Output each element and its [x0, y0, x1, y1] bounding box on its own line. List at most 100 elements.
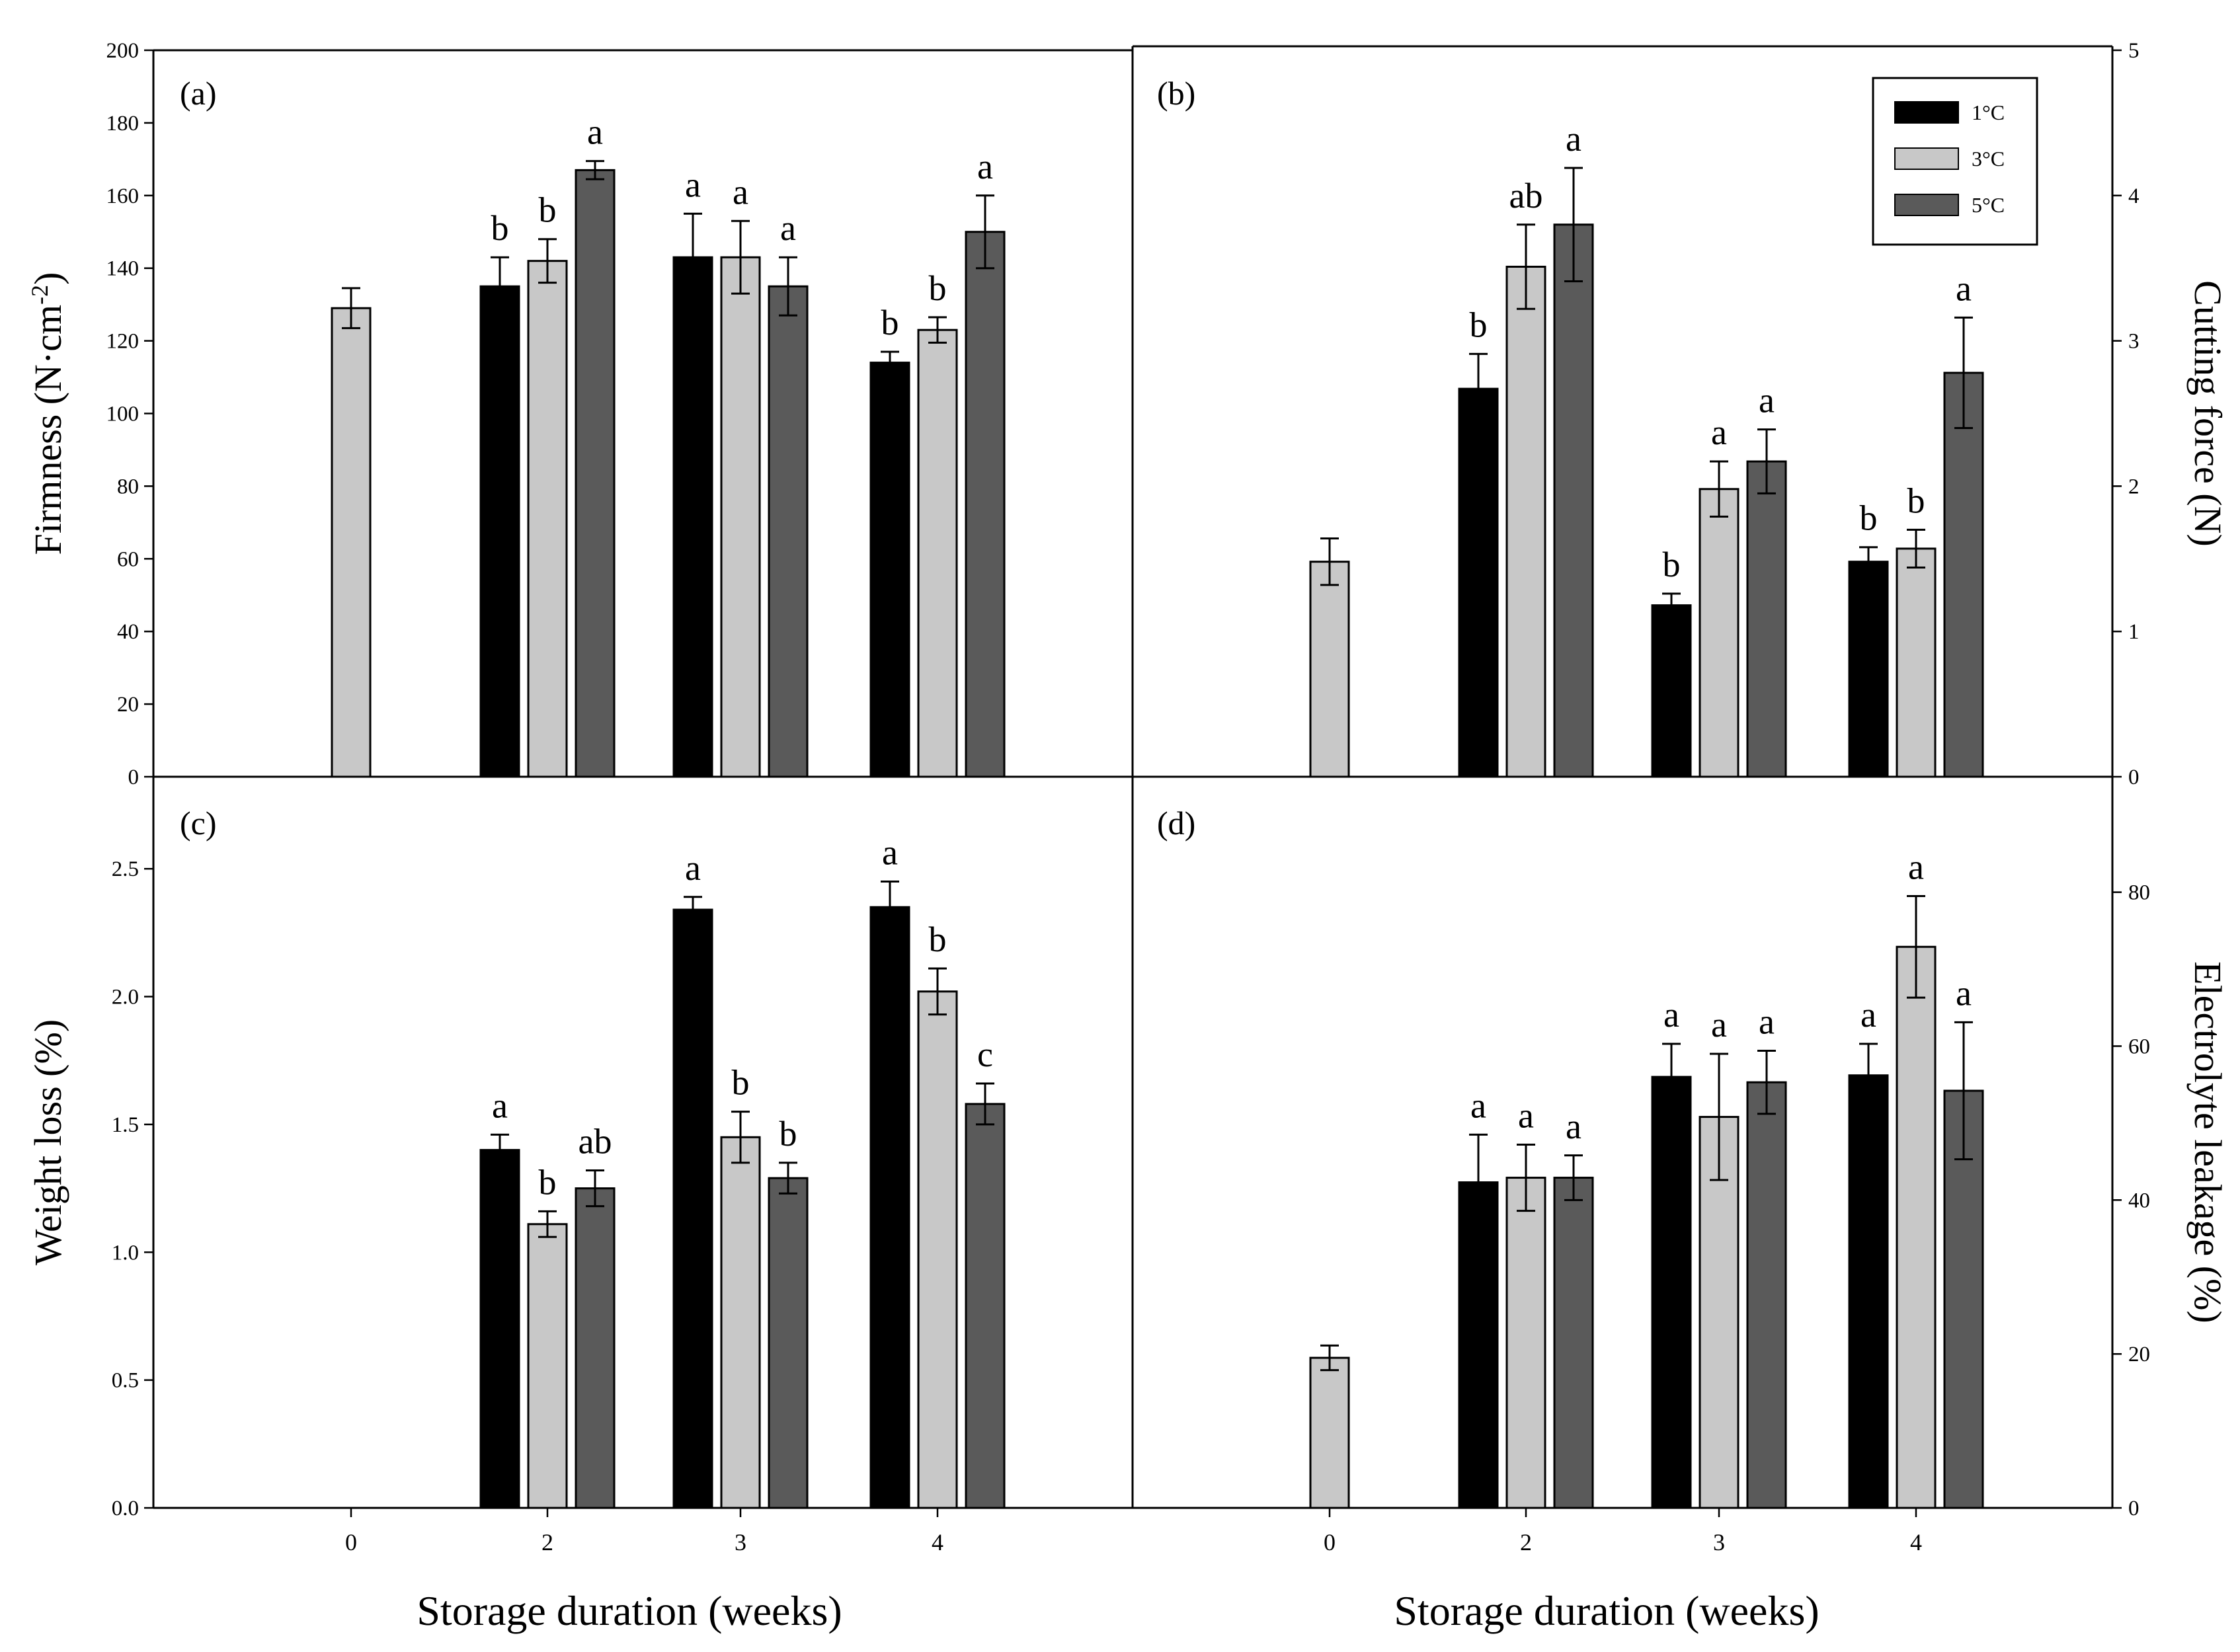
bar-b-week0-3c	[1309, 561, 1350, 778]
bar-a-week0-3c	[331, 307, 372, 778]
y-axis-title-b: Cutting force (N)	[2186, 280, 2229, 547]
y-tick-label: 0	[2128, 1497, 2140, 1520]
bar-a-week4-5c	[965, 231, 1006, 778]
error-bar	[1662, 592, 1681, 618]
significance-letter: b	[1907, 481, 1925, 520]
bar-b-week4-1c	[1848, 561, 1889, 778]
error-bar	[586, 1169, 604, 1208]
bar-c-week3-5c	[768, 1177, 809, 1509]
y-axis-title-a: Firmness (N·cm-2)	[26, 272, 69, 555]
error-bar	[1517, 223, 1535, 310]
bar-b-week3-1c	[1651, 604, 1692, 778]
error-bar	[881, 350, 899, 375]
significance-letter: a	[587, 112, 603, 152]
panel-label-a: (a)	[180, 75, 217, 112]
y-tick-label: 20	[2128, 1343, 2150, 1366]
significance-letter: b	[929, 268, 947, 308]
significance-letter: a	[1518, 1095, 1534, 1135]
significance-letter: a	[1759, 381, 1775, 420]
x-axis-ticks: 0 2 3 4 0 2 3 4	[345, 1508, 1922, 1555]
x-axis-title-right: Storage duration (weeks)	[1394, 1587, 1819, 1634]
bar-c-week4-1c	[869, 906, 910, 1509]
bar-a-week3-3c	[720, 256, 761, 778]
x-tick-label: 3	[1713, 1529, 1725, 1555]
bar-b-week3-5c	[1746, 460, 1787, 778]
error-bar	[976, 1082, 994, 1126]
y-tick-label: 140	[106, 257, 140, 281]
significance-letter: ab	[1509, 176, 1543, 216]
bar-b-week4-5c	[1943, 372, 1984, 778]
y-axis-title-close: )	[26, 272, 69, 285]
y-tick-label: 80	[2128, 881, 2150, 905]
significance-letter: b	[929, 920, 947, 959]
significance-letter: a	[733, 172, 748, 212]
legend-swatch-3c	[1894, 147, 1959, 170]
error-bar	[731, 219, 750, 295]
error-bar	[1710, 460, 1728, 518]
error-bar	[1564, 1154, 1583, 1201]
bar-d-week4-3c	[1896, 945, 1937, 1509]
significance-letter: a	[1860, 995, 1876, 1035]
error-bar	[1517, 1143, 1535, 1212]
bar-c-week2-1c	[479, 1149, 520, 1509]
significance-letter: a	[1759, 1002, 1775, 1041]
y-tick-label: 60	[2128, 1035, 2150, 1058]
bar-d-week2-1c	[1458, 1181, 1499, 1509]
error-bar	[538, 238, 557, 284]
bar-d-week4-5c	[1943, 1089, 1984, 1509]
bar-d-week4-1c	[1848, 1074, 1889, 1509]
error-bar	[491, 1133, 509, 1167]
y-tick-label: 60	[117, 547, 139, 571]
error-bar	[1859, 546, 1878, 578]
y-axis-title-c: Weight loss (%)	[26, 1019, 69, 1265]
significance-letter: a	[1956, 268, 1972, 308]
significance-letter: a	[882, 833, 898, 873]
significance-letter: a	[1663, 995, 1679, 1035]
error-bar	[1662, 1042, 1681, 1111]
y-tick-label: 20	[117, 693, 139, 717]
y-tick-label: 120	[106, 330, 140, 354]
significance-letter: b	[539, 190, 557, 230]
y-tick-label: 180	[106, 112, 140, 136]
y-tick-label: 3	[2128, 330, 2140, 354]
bar-b-week4-3c	[1896, 547, 1937, 778]
bar-b-week2-1c	[1458, 387, 1499, 778]
significance-letter: a	[492, 1085, 508, 1125]
y-axis-title-d: Electrolyte leakage (%)	[2186, 961, 2229, 1323]
error-bar	[1320, 537, 1339, 586]
significance-letter: a	[1566, 119, 1581, 159]
error-bar	[491, 256, 509, 317]
y-axis-title-superscript: -2	[26, 285, 53, 305]
y-tick-label: 40	[117, 620, 139, 644]
y-tick-label: 1.5	[112, 1113, 139, 1137]
error-bar	[779, 1161, 797, 1195]
significance-letter: a	[780, 208, 796, 248]
legend-swatch-1c	[1894, 101, 1959, 124]
y-tick-label: 4	[2128, 184, 2140, 208]
bar-c-week2-5c	[575, 1187, 616, 1509]
error-bar	[1469, 352, 1488, 425]
y-tick-label: 1.0	[112, 1241, 139, 1265]
significance-letter: a	[1711, 413, 1727, 452]
error-bar	[1954, 1021, 1973, 1161]
y-tick-label: 0.0	[112, 1497, 139, 1520]
error-bar	[928, 967, 947, 1016]
bar-a-week2-3c	[527, 260, 568, 778]
significance-letter: a	[1956, 973, 1972, 1013]
error-bar	[976, 194, 994, 270]
y-tick-label: 1	[2128, 620, 2140, 644]
bar-d-week3-3c	[1699, 1116, 1740, 1509]
error-bar	[1469, 1133, 1488, 1232]
panel-label-b: (b)	[1157, 75, 1195, 112]
error-bar	[1757, 1049, 1776, 1115]
error-bar	[731, 1111, 750, 1164]
legend: 1°C 3°C 5°C	[1872, 77, 2038, 246]
significance-letter: a	[1711, 1005, 1727, 1044]
bar-c-week4-5c	[965, 1103, 1006, 1509]
x-axis-title-left: Storage duration (weeks)	[417, 1587, 842, 1634]
y-tick-label: 40	[2128, 1189, 2150, 1212]
significance-letter: a	[685, 165, 701, 204]
bar-d-week2-5c	[1553, 1177, 1594, 1509]
significance-letter: b	[1663, 545, 1681, 584]
